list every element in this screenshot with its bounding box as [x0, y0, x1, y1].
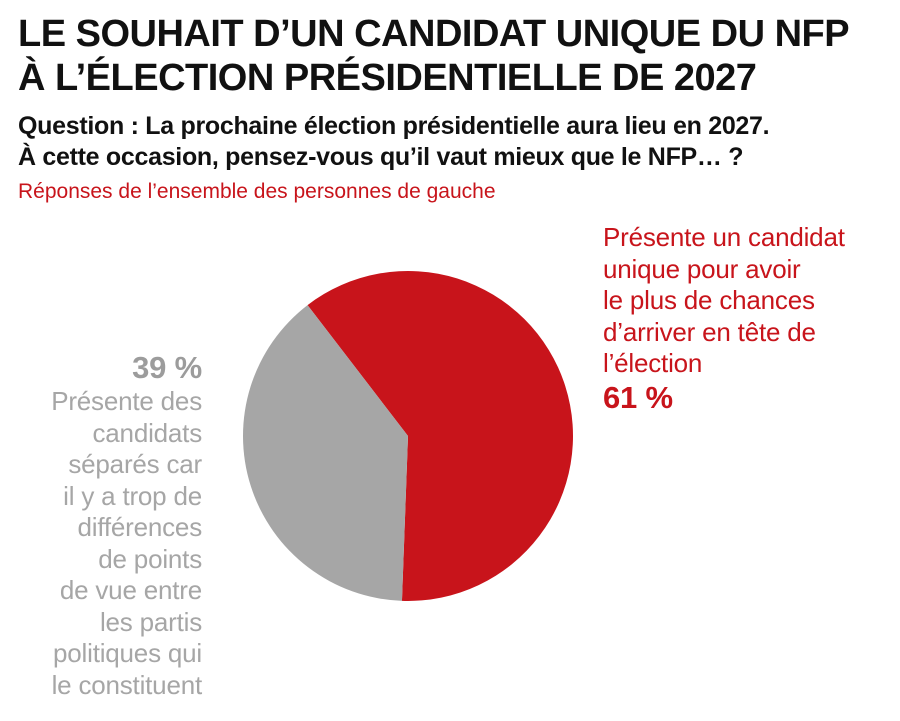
slice-label-line: les partis	[99, 606, 202, 637]
title-line-1: LE SOUHAIT D’UN CANDIDAT UNIQUE DU NFP	[18, 13, 850, 55]
slice-label-line: le plus de chances	[603, 285, 815, 315]
slice-label-line: différences	[77, 512, 202, 542]
chart-subtitle: Réponses de l’ensemble des personnes de …	[18, 180, 496, 203]
slice-value-label: 61 %	[603, 379, 673, 415]
slice-label-candidat-unique: Présente un candidat unique pour avoir l…	[603, 222, 893, 416]
slice-label-line: de vue entre	[59, 575, 202, 605]
pie-slice-2	[242, 305, 408, 601]
question-line-1: Question : La prochaine élection préside…	[18, 112, 770, 140]
slice-label-line: d’arriver en tête de	[603, 316, 816, 347]
slice-label-line: de points	[98, 543, 202, 574]
slice-label-line: candidats	[92, 417, 203, 448]
slice-label-line: unique pour avoir	[603, 253, 801, 284]
slice-label-line: Présente un candidat	[603, 222, 845, 252]
slice-label-line: l’élection	[603, 348, 703, 378]
slice-label-line: le constituent	[51, 669, 203, 700]
pie-slice-1	[307, 270, 574, 601]
slice-label-line: Présente des	[51, 386, 202, 416]
question-line-2: À cette occasion, pensez-vous qu’il vaut…	[18, 143, 744, 171]
slice-label-line: il y a trop de	[63, 480, 202, 511]
slice-label-line: séparés car	[68, 449, 202, 479]
slice-label-candidats-separes: 39 % Présente des candidats séparés car …	[2, 350, 202, 701]
slice-label-line: politiques qui	[53, 638, 202, 668]
title-line-2: À L’ÉLECTION PRÉSIDENTIELLE DE 2027	[18, 57, 757, 99]
question-text: Question : La prochaine élection préside…	[18, 111, 888, 173]
slice-value-label: 39 %	[132, 350, 202, 385]
chart-title: LE SOUHAIT D’UN CANDIDAT UNIQUE DU NFP À…	[18, 12, 888, 100]
